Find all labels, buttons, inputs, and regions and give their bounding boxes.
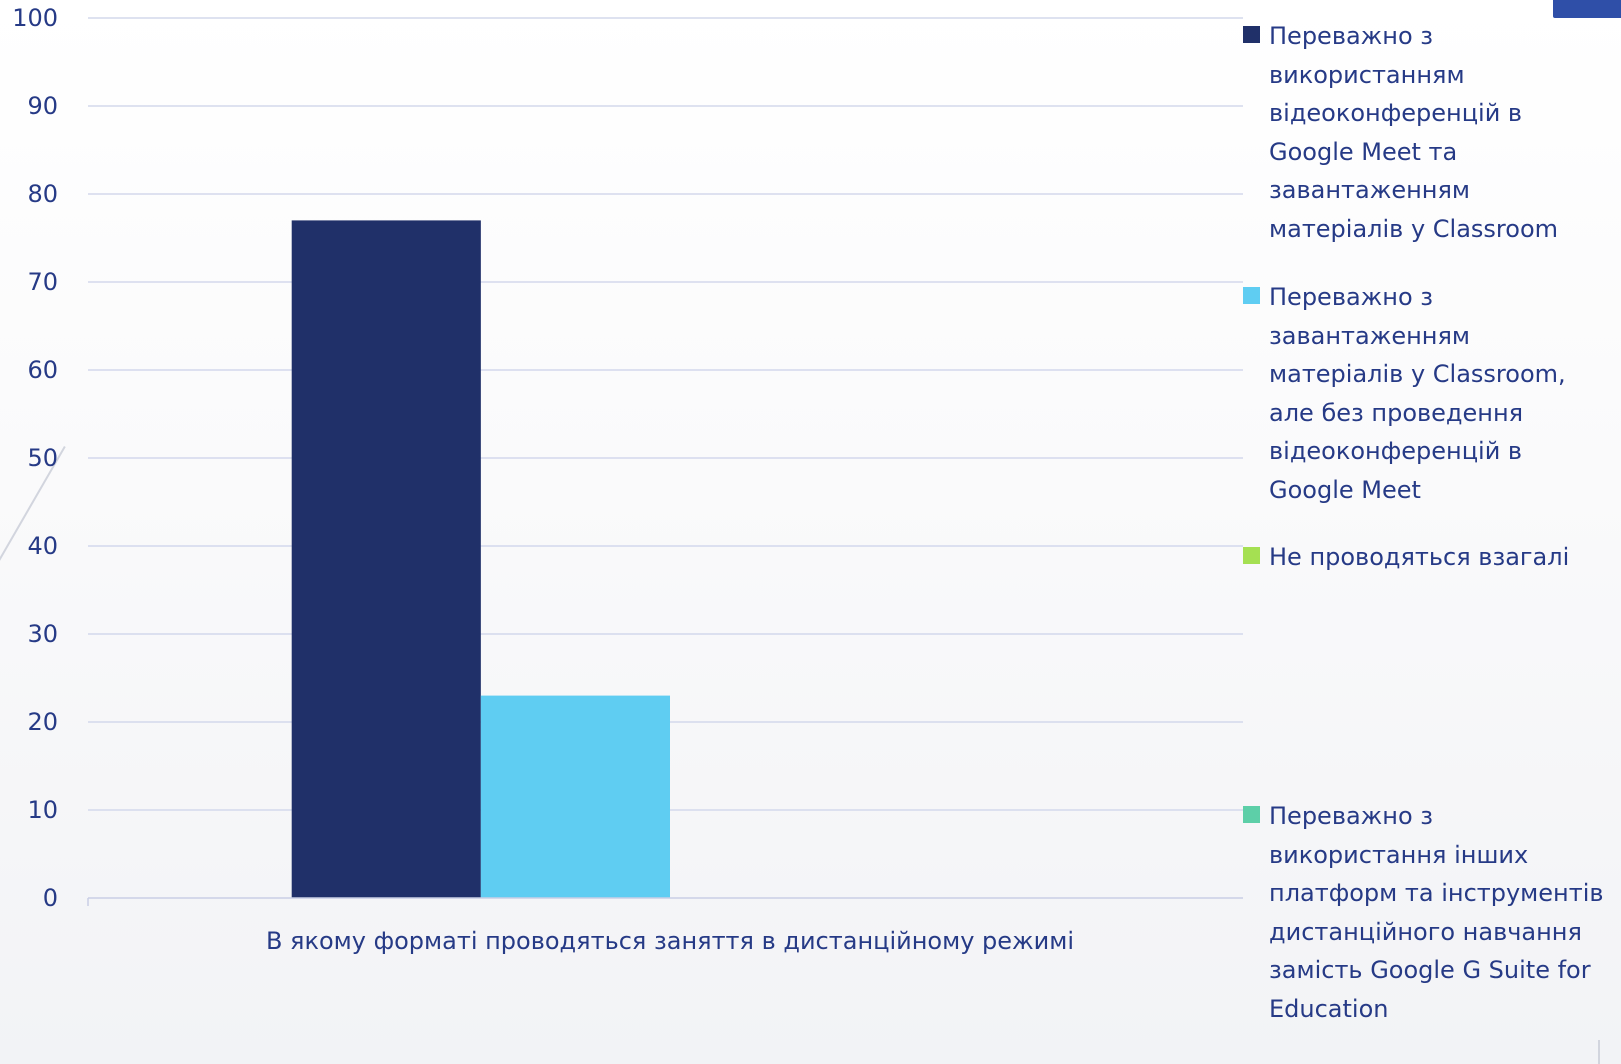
- legend-swatch: [1243, 547, 1260, 564]
- corner-tab: [1553, 0, 1621, 18]
- y-axis-ticks: 0 10 20 30 40 50 60 70 80 90 100: [12, 4, 58, 912]
- legend-swatch: [1243, 806, 1260, 823]
- legend-label: Переважно з завантаженням матеріалів у C…: [1269, 283, 1566, 504]
- bars: [291, 220, 670, 898]
- legend-label: Переважно з використанням відеоконференц…: [1269, 22, 1559, 243]
- y-tick-label: 10: [27, 796, 58, 824]
- x-axis: В якому форматі проводяться заняття в ди…: [87, 897, 1243, 955]
- bar-series-2: [480, 695, 670, 898]
- y-tick-label: 90: [27, 92, 58, 120]
- legend-swatch: [1243, 26, 1260, 43]
- y-tick-label: 50: [27, 444, 58, 472]
- y-tick-label: 20: [27, 708, 58, 736]
- y-tick-label: 70: [27, 268, 58, 296]
- legend: Переважно з використанням відеоконференц…: [1243, 0, 1621, 1064]
- y-tick-label: 100: [12, 4, 58, 32]
- y-tick-label: 0: [43, 884, 58, 912]
- y-tick-label: 40: [27, 532, 58, 560]
- legend-label: Не проводяться взагалі: [1269, 543, 1570, 571]
- y-tick-label: 80: [27, 180, 58, 208]
- gridlines: [88, 17, 1243, 811]
- legend-label: Переважно з використання інших платформ …: [1269, 802, 1604, 1023]
- legend-swatch: [1243, 287, 1260, 304]
- bar-series-1: [291, 220, 481, 898]
- y-tick-label: 60: [27, 356, 58, 384]
- category-label: В якому форматі проводяться заняття в ди…: [266, 927, 1074, 955]
- decorative-line-right: [1598, 1040, 1600, 1064]
- bar-chart: 0 10 20 30 40 50 60 70 80 90 100 В якому форматі п…: [12, 4, 1243, 955]
- y-tick-label: 30: [27, 620, 58, 648]
